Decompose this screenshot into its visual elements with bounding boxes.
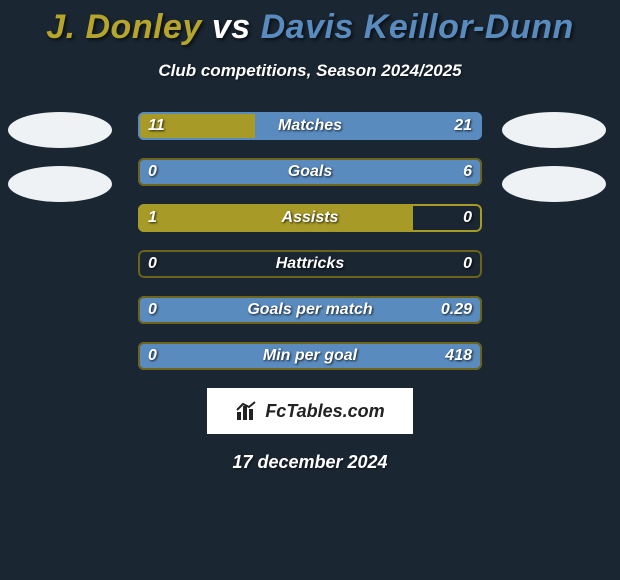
compare-area: 1121Matches 06Goals 10Assists 00Hattricks 00… bbox=[0, 112, 620, 473]
stat-label: Assists bbox=[138, 204, 482, 232]
avatar-placeholder bbox=[502, 112, 606, 148]
brand-icon bbox=[235, 400, 259, 422]
player2-photo-column bbox=[502, 112, 612, 220]
avatar-placeholder bbox=[8, 166, 112, 202]
stat-label: Matches bbox=[138, 112, 482, 140]
player1-photo-column bbox=[8, 112, 118, 220]
stat-bar: 06Goals bbox=[138, 158, 482, 186]
stat-bar: 00.29Goals per match bbox=[138, 296, 482, 324]
stat-bar: 00Hattricks bbox=[138, 250, 482, 278]
subtitle: Club competitions, Season 2024/2025 bbox=[0, 61, 620, 81]
avatar-placeholder bbox=[8, 112, 112, 148]
vs-label: vs bbox=[212, 8, 251, 46]
stat-label: Goals bbox=[138, 158, 482, 186]
stat-bars: 1121Matches 06Goals 10Assists 00Hattricks 00… bbox=[138, 112, 482, 370]
date-label: 17 december 2024 bbox=[0, 452, 620, 473]
stat-bar: 10Assists bbox=[138, 204, 482, 232]
brand-text: FcTables.com bbox=[265, 401, 384, 422]
brand-badge: FcTables.com bbox=[207, 388, 413, 434]
stat-bar: 0418Min per goal bbox=[138, 342, 482, 370]
comparison-widget: J. Donley vs Davis Keillor-Dunn Club com… bbox=[0, 0, 620, 580]
stat-label: Min per goal bbox=[138, 342, 482, 370]
stat-label: Hattricks bbox=[138, 250, 482, 278]
page-title: J. Donley vs Davis Keillor-Dunn bbox=[0, 0, 620, 47]
stat-label: Goals per match bbox=[138, 296, 482, 324]
player2-name: Davis Keillor-Dunn bbox=[261, 8, 574, 46]
stat-bar: 1121Matches bbox=[138, 112, 482, 140]
player1-name: J. Donley bbox=[46, 8, 202, 46]
avatar-placeholder bbox=[502, 166, 606, 202]
